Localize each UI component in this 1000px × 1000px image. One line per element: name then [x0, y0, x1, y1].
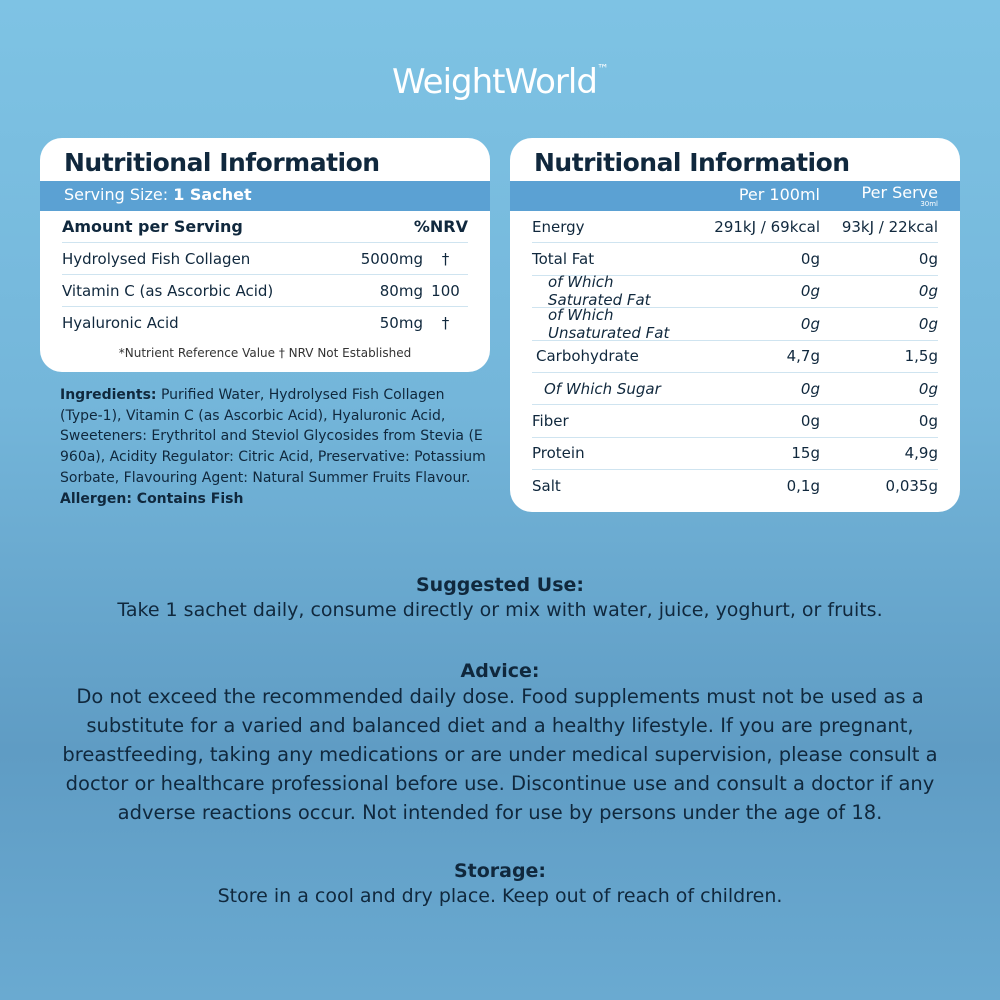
- card-title: Nutritional Information: [64, 148, 380, 177]
- table-row: Energy 291kJ / 69kcal 93kJ / 22kcal: [532, 211, 938, 244]
- table-row: Hyaluronic Acid 50mg †: [62, 314, 450, 332]
- table-row: Of Which Sugar 0g 0g: [532, 373, 938, 406]
- suggested-use: Suggested Use: Take 1 sachet daily, consu…: [117, 574, 883, 621]
- table-row: of Which Unsaturated Fat 0g 0g: [532, 306, 938, 342]
- advice: Advice: Do not exceed the recommended dai…: [62, 660, 938, 824]
- table-row: Total Fat 0g 0g: [532, 243, 938, 276]
- table-row: of Which Saturated Fat 0g 0g: [532, 273, 938, 309]
- table-row: Protein 15g 4,9g: [532, 438, 938, 471]
- storage: Storage: Store in a cool and dry place. K…: [217, 860, 783, 907]
- table-row: Carbohydrate 4,7g 1,5g: [532, 341, 938, 373]
- table-header: Amount per Serving %NRV: [62, 211, 468, 243]
- table-row: Hydrolysed Fish Collagen 5000mg †: [62, 243, 468, 275]
- column-header: Per 100ml Per Serve 30ml: [510, 181, 960, 211]
- table-row: Vitamin C (as Ascorbic Acid) 80mg 100: [62, 275, 468, 307]
- logo: WeightWorld™: [392, 62, 609, 102]
- serving-size: Serving Size: 1 Sachet: [40, 181, 490, 211]
- footnote: *Nutrient Reference Value † NRV Not Esta…: [118, 346, 412, 360]
- ingredients: Ingredients: Purified Water, Hydrolysed …: [60, 387, 486, 507]
- card-title: Nutritional Information: [534, 148, 850, 177]
- nutrition-card-per-100ml: Nutritional Information Per 100ml Per Se…: [510, 138, 960, 512]
- table-row: Fiber 0g 0g: [532, 405, 938, 438]
- table-row: Salt 0,1g 0,035g: [532, 477, 938, 496]
- nutrition-card-serving: Nutritional Information Serving Size: 1 …: [40, 138, 490, 372]
